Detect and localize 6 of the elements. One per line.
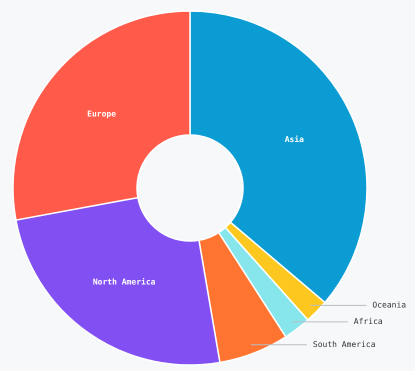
slice-label: South America bbox=[312, 340, 376, 349]
slice-label: Africa bbox=[354, 317, 383, 326]
slice-label: Oceania bbox=[372, 300, 406, 310]
slice-label: North America bbox=[92, 277, 156, 286]
slice-label: Europe bbox=[87, 110, 116, 119]
slice-label: Asia bbox=[284, 134, 304, 144]
